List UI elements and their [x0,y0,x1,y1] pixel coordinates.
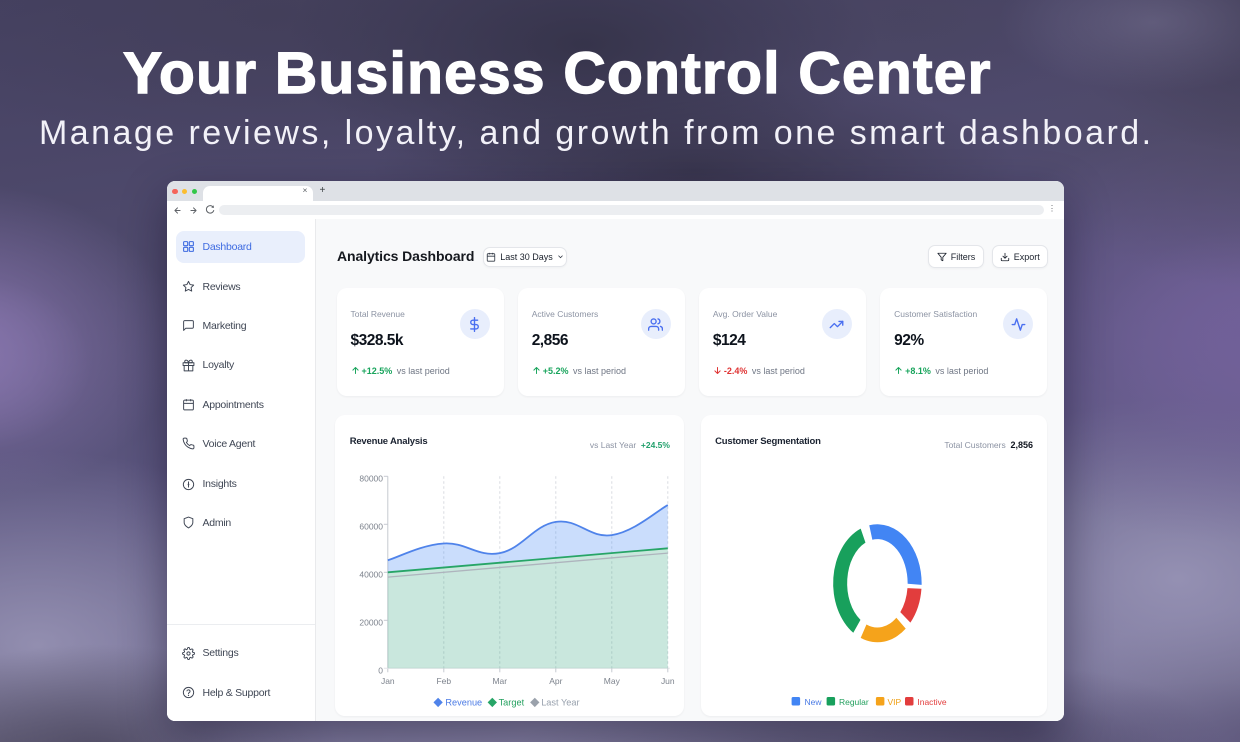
svg-text:Apr: Apr [549,676,562,686]
svg-text:Last Year: Last Year [541,698,579,708]
svg-text:May: May [604,676,621,686]
svg-text:Revenue: Revenue [446,698,483,708]
svg-text:60000: 60000 [360,521,384,531]
svg-text:80000: 80000 [360,473,384,483]
svg-text:VIP: VIP [887,697,901,707]
svg-text:Inactive: Inactive [917,697,947,707]
svg-text:Target: Target [499,698,525,708]
svg-text:Jan: Jan [381,676,395,686]
svg-text:Jun: Jun [661,676,675,686]
svg-text:New: New [804,697,822,707]
svg-text:Mar: Mar [493,676,508,686]
svg-text:0: 0 [378,665,383,675]
svg-text:Feb: Feb [437,676,452,686]
svg-text:20000: 20000 [360,617,384,627]
svg-text:40000: 40000 [360,569,384,579]
svg-text:Regular: Regular [839,697,869,707]
